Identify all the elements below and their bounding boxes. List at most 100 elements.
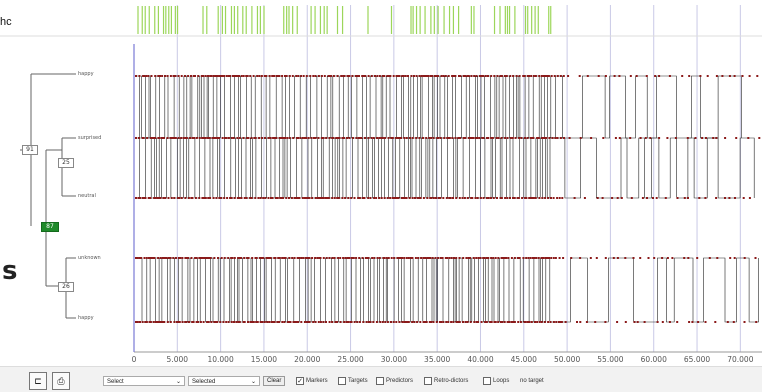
state-marker	[350, 321, 353, 323]
state-marker	[309, 75, 312, 77]
state-marker	[325, 257, 328, 259]
tree-node-lower[interactable]: 26	[58, 282, 74, 292]
state-marker	[504, 137, 507, 139]
state-marker	[306, 257, 309, 259]
state-marker	[734, 197, 736, 199]
loops-checkbox[interactable]	[483, 377, 491, 385]
clear-button[interactable]: Clear	[263, 376, 286, 386]
retro-dictors-checkbox[interactable]	[424, 377, 432, 385]
state-marker	[694, 137, 697, 139]
state-marker	[265, 257, 268, 259]
state-marker	[563, 137, 565, 139]
state-marker	[716, 257, 719, 259]
state-marker	[303, 197, 306, 199]
state-marker	[144, 321, 147, 323]
state-marker	[152, 137, 155, 139]
state-marker	[666, 137, 669, 139]
state-marker	[616, 257, 619, 259]
state-marker	[288, 197, 290, 199]
markers-label: Markers	[306, 378, 328, 384]
state-marker	[243, 321, 246, 323]
state-marker	[201, 197, 204, 199]
state-marker	[411, 321, 414, 323]
state-marker	[508, 321, 511, 323]
state-marker	[374, 75, 376, 77]
state-marker	[548, 257, 550, 259]
state-marker	[528, 197, 531, 199]
state-marker	[158, 321, 160, 323]
state-marker	[688, 75, 691, 77]
state-marker	[500, 197, 503, 199]
markers-checkbox[interactable]: ✓	[296, 377, 304, 385]
state-marker	[422, 137, 424, 139]
state-marker	[276, 197, 279, 199]
state-marker	[372, 321, 375, 323]
tree-node-upper[interactable]: 25	[58, 158, 74, 168]
state-marker	[378, 197, 381, 199]
state-marker	[534, 321, 536, 323]
tree-node-root[interactable]: 91	[22, 145, 38, 155]
state-marker	[330, 75, 333, 77]
state-marker	[283, 321, 286, 323]
state-marker	[222, 321, 225, 323]
state-marker	[185, 321, 188, 323]
state-marker	[294, 321, 297, 323]
no-target-label: no target	[520, 378, 544, 384]
select-dropdown[interactable]: Select ⌄	[103, 376, 185, 386]
layout-toggle-icon[interactable]: ⊏	[29, 372, 47, 390]
targets-checkbox[interactable]	[338, 377, 346, 385]
state-marker	[358, 257, 361, 259]
selected-dropdown[interactable]: Selected ⌄	[188, 376, 260, 386]
state-marker	[219, 75, 222, 77]
state-marker	[529, 197, 532, 199]
export-icon[interactable]: ⎙	[52, 372, 70, 390]
state-marker	[273, 257, 276, 259]
state-marker	[358, 321, 361, 323]
x-tick-label: 40.000	[467, 355, 494, 364]
state-marker	[245, 75, 248, 77]
state-marker	[301, 137, 304, 139]
state-marker	[193, 137, 196, 139]
state-marker	[448, 197, 451, 199]
state-marker	[475, 257, 478, 259]
state-marker	[264, 197, 267, 199]
state-marker	[681, 75, 684, 77]
state-marker	[295, 137, 298, 139]
state-marker	[266, 257, 269, 259]
state-marker	[204, 75, 207, 77]
state-marker	[451, 75, 454, 77]
state-marker	[238, 137, 241, 139]
state-marker	[541, 197, 544, 199]
state-marker	[550, 257, 553, 259]
state-marker	[530, 321, 533, 323]
state-marker	[387, 75, 390, 77]
state-marker	[295, 75, 298, 77]
state-timeline[interactable]	[0, 0, 762, 366]
state-marker	[443, 137, 446, 139]
state-marker	[457, 321, 460, 323]
state-marker	[391, 137, 394, 139]
state-marker	[317, 321, 320, 323]
tree-node-selected[interactable]: 87	[41, 222, 59, 232]
state-marker	[541, 137, 543, 139]
state-marker	[573, 197, 576, 199]
state-marker	[528, 321, 531, 323]
predictors-checkbox[interactable]	[376, 377, 384, 385]
state-marker	[524, 137, 526, 139]
state-marker	[576, 321, 578, 323]
state-marker	[524, 197, 527, 199]
state-marker	[297, 75, 300, 77]
state-marker	[283, 257, 286, 259]
state-marker	[221, 137, 224, 139]
state-marker	[302, 75, 305, 77]
state-marker	[748, 197, 751, 199]
state-marker	[308, 321, 311, 323]
state-marker	[268, 75, 271, 77]
state-marker	[502, 257, 505, 259]
state-marker	[529, 257, 532, 259]
state-marker	[403, 321, 406, 323]
state-marker	[442, 321, 445, 323]
state-marker	[174, 75, 177, 77]
state-marker	[158, 137, 161, 139]
state-marker	[212, 75, 215, 77]
